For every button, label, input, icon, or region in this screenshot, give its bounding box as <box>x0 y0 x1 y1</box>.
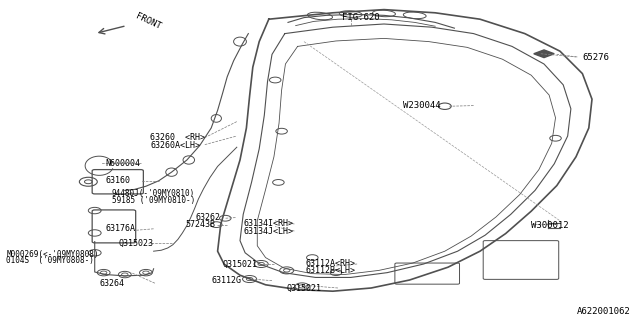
Text: 63262: 63262 <box>195 213 220 222</box>
Text: A622001062: A622001062 <box>577 307 630 316</box>
Text: 63160: 63160 <box>106 176 131 185</box>
Text: 63112G: 63112G <box>211 276 241 285</box>
Polygon shape <box>534 50 554 58</box>
Text: W300012: W300012 <box>531 221 569 230</box>
Text: 63260  <RH>: 63260 <RH> <box>150 133 205 142</box>
Text: 63176A: 63176A <box>106 224 136 233</box>
Text: 63134I<RH>: 63134I<RH> <box>243 220 293 228</box>
Text: 59185 ('09MY0810-): 59185 ('09MY0810-) <box>112 196 195 204</box>
Text: Q315021: Q315021 <box>287 284 322 292</box>
Text: N600004: N600004 <box>106 159 141 168</box>
Text: FRONT: FRONT <box>134 12 163 31</box>
Text: 94480J(-'09MY0810): 94480J(-'09MY0810) <box>112 189 195 198</box>
Text: FIG.620: FIG.620 <box>342 13 380 22</box>
Text: 63112B<LH>: 63112B<LH> <box>306 266 356 275</box>
Text: 57243B: 57243B <box>186 220 216 229</box>
Text: 63260A<LH>: 63260A<LH> <box>150 141 200 150</box>
Text: M000269(<-'09MY0808): M000269(<-'09MY0808) <box>6 250 99 259</box>
Text: 63134J<LH>: 63134J<LH> <box>243 227 293 236</box>
Text: W230044: W230044 <box>403 101 441 110</box>
Text: 63264: 63264 <box>99 279 124 288</box>
Text: Q315021: Q315021 <box>223 260 258 268</box>
Text: 65276: 65276 <box>582 53 609 62</box>
Text: Q315023: Q315023 <box>118 239 154 248</box>
Text: 63112A<RH>: 63112A<RH> <box>306 260 356 268</box>
Text: 0104S  ('09MY0808-): 0104S ('09MY0808-) <box>6 256 94 265</box>
